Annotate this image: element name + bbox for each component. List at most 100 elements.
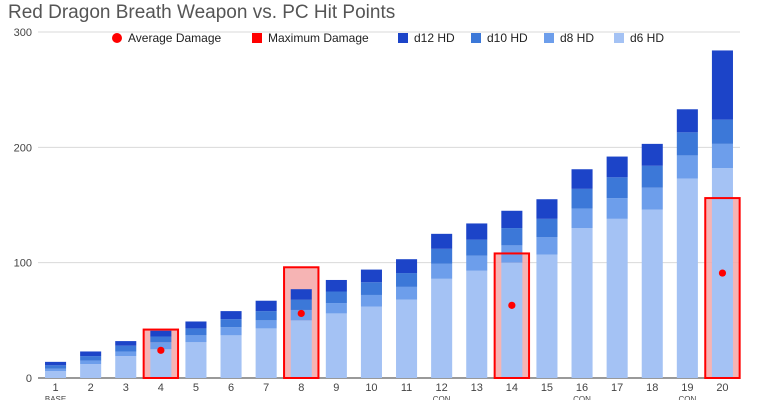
bar-segment <box>255 311 277 321</box>
bar-segment <box>711 119 733 144</box>
max-damage-box <box>493 252 531 379</box>
bar-segment <box>80 360 102 365</box>
bar-segment <box>676 109 698 133</box>
bar-segment <box>80 364 102 378</box>
bar-segment <box>80 351 102 357</box>
x-tick-label: 4 <box>158 382 164 394</box>
bar-segment <box>150 330 172 337</box>
bar-segment <box>536 237 558 255</box>
x-tick-sublabel: CON <box>573 395 591 400</box>
bar-segment <box>571 208 593 229</box>
bar-segment <box>396 259 418 274</box>
x-tick-label: 7 <box>263 382 269 394</box>
x-tick-label: 19 <box>681 382 693 394</box>
bar-segment <box>501 262 523 378</box>
bar-segment <box>641 143 663 166</box>
x-tick-label: 5 <box>193 382 199 394</box>
x-tick-label: 10 <box>365 382 377 394</box>
x-tick-label: 20 <box>716 382 728 394</box>
bar-segment <box>536 254 558 378</box>
legend-marker <box>252 33 262 43</box>
bar-segment <box>45 368 67 372</box>
stacked-bars <box>45 50 733 378</box>
y-tick-label: 100 <box>14 258 32 270</box>
x-tick-label: 15 <box>541 382 553 394</box>
average-damage-point <box>297 309 305 318</box>
bar-segment <box>396 286 418 300</box>
bar-segment <box>290 299 312 310</box>
bar-segment <box>45 371 67 378</box>
legend-marker <box>614 33 624 43</box>
bar-segment <box>255 300 277 312</box>
bar-segment <box>45 361 67 366</box>
x-tick-label: 11 <box>401 382 412 394</box>
bar-segment <box>571 228 593 378</box>
bar-segment <box>641 209 663 378</box>
max-damage-box <box>704 197 741 379</box>
bar-segment <box>466 239 488 256</box>
bar-segment <box>185 342 207 378</box>
y-tick-label: 300 <box>14 27 32 39</box>
bar-segment <box>45 365 67 369</box>
x-tick-label: 17 <box>611 382 623 394</box>
gridlines <box>38 31 740 379</box>
bar-segment <box>571 169 593 189</box>
bar-segment <box>360 306 382 378</box>
chart-title: Red Dragon Breath Weapon vs. PC Hit Poin… <box>8 2 396 23</box>
legend-label: d6 HD <box>630 31 664 45</box>
x-tick-label: 8 <box>298 382 304 394</box>
bar-segment <box>115 356 137 378</box>
legend-label: Average Damage <box>128 31 221 45</box>
bar-segment <box>360 294 382 307</box>
bar-segment <box>220 327 242 336</box>
legend-label: d8 HD <box>560 31 594 45</box>
y-tick-label: 0 <box>26 373 32 385</box>
bar-segment <box>501 210 523 229</box>
max-damage-box <box>142 328 180 379</box>
bar-segment <box>606 218 628 378</box>
bar-segment <box>641 165 663 188</box>
max-damage-box <box>283 266 320 379</box>
bar-segment <box>606 177 628 199</box>
bar-segment <box>501 228 523 246</box>
bar-segment <box>220 335 242 378</box>
bar-segment <box>290 289 312 300</box>
x-tick-label: 12 <box>436 382 448 394</box>
y-tick-labels: 0 100 200 300 <box>14 27 32 385</box>
x-tick-label: 3 <box>123 382 129 394</box>
bar-segment <box>360 282 382 295</box>
bar-segment <box>255 328 277 378</box>
x-tick-label: 9 <box>333 382 339 394</box>
bar-segment <box>396 299 418 378</box>
bar-segment <box>606 198 628 219</box>
legend: Average Damage Maximum Damage d12 HD d10 HD… <box>112 31 664 45</box>
legend-marker <box>112 33 122 43</box>
x-tick-sublabel: CON <box>678 395 696 400</box>
bar-segment <box>536 199 558 219</box>
legend-marker <box>398 33 408 43</box>
x-tick-label: 13 <box>471 382 483 394</box>
bar-segment <box>676 155 698 179</box>
x-tick-label: 18 <box>646 382 658 394</box>
bar-segment <box>220 319 242 328</box>
bar-segment <box>325 303 347 314</box>
y-tick-label: 200 <box>14 142 32 154</box>
max-damage-outlines <box>142 197 741 379</box>
x-tick-sublabel: CON <box>433 395 451 400</box>
bar-segment <box>325 279 347 292</box>
average-damage-points <box>157 269 727 354</box>
bar-segment <box>466 223 488 240</box>
x-tick-label: 14 <box>506 382 518 394</box>
bar-segment <box>431 278 453 378</box>
bar-segment <box>711 143 733 169</box>
bar-segment <box>325 291 347 304</box>
legend-marker <box>544 33 554 43</box>
x-tick-label: 6 <box>228 382 234 394</box>
x-tick-sublabel: BASE <box>45 395 66 400</box>
bar-segment <box>185 321 207 329</box>
bar-segment <box>115 351 137 357</box>
bar-segment <box>255 320 277 329</box>
bar-segment <box>431 233 453 249</box>
